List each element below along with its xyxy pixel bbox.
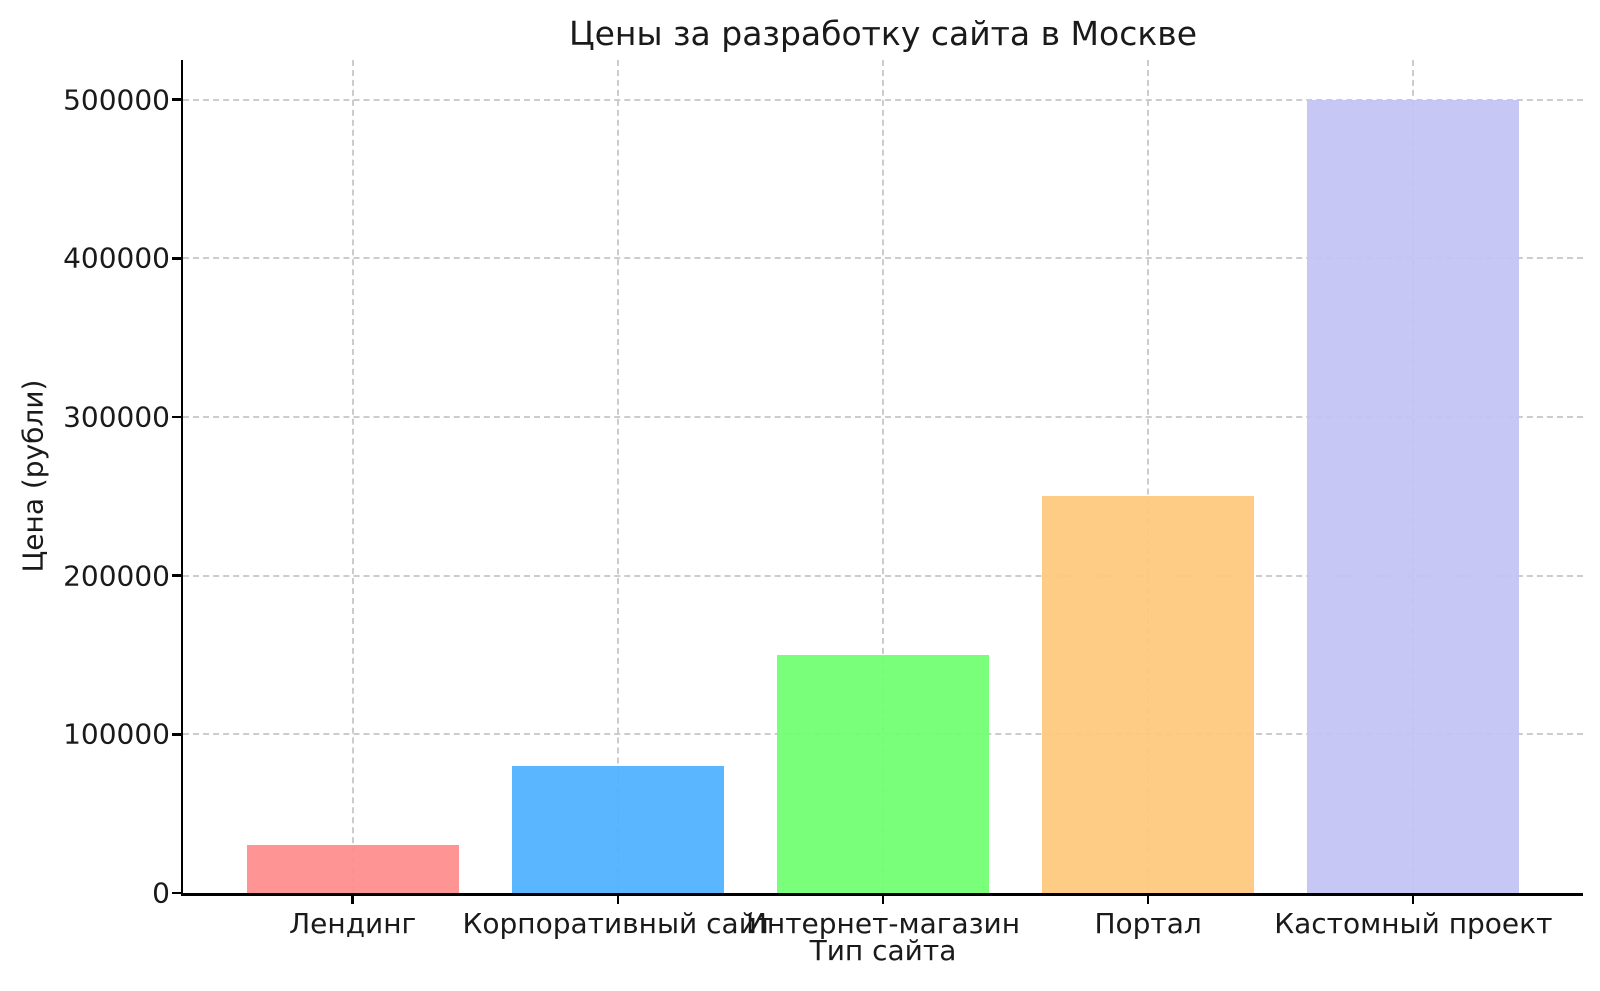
- chart-title: Цены за разработку сайта в Москве: [568, 14, 1198, 53]
- y-tick-label: 100000: [63, 717, 170, 751]
- x-gridline: [351, 60, 354, 893]
- plot-area: 0 100000 200000 300000 400000 500000 Лендинг Ко…: [63, 60, 1583, 940]
- y-tick-mark: [172, 415, 181, 419]
- y-tick-mark: [172, 257, 181, 260]
- y-tick-mark: [172, 574, 181, 577]
- y-tick-label: 200000: [63, 559, 170, 593]
- x-tick-mark: [1146, 895, 1150, 904]
- bar-2: [511, 766, 724, 893]
- x-axis-spine: [180, 893, 1583, 896]
- y-tick-label: 500000: [63, 83, 170, 117]
- y-axis-spine: [180, 60, 183, 896]
- y-tick-mark: [172, 891, 181, 895]
- x-gridline: [882, 60, 884, 893]
- x-tick-label: Портал: [1094, 907, 1202, 940]
- bar-4: [1042, 496, 1255, 893]
- x-tick-mark: [616, 895, 620, 904]
- x-tick-mark: [1412, 895, 1415, 904]
- y-tick-label: 400000: [63, 241, 170, 275]
- y-tick-mark: [172, 733, 181, 736]
- x-tick-label: Корпоративный сайт: [462, 907, 774, 940]
- x-axis-label: Тип сайта: [809, 934, 957, 967]
- y-tick-mark: [172, 98, 181, 101]
- y-tick-label: 300000: [63, 400, 170, 434]
- x-tick-mark: [881, 895, 885, 904]
- x-gridline: [616, 60, 619, 893]
- bar-3: [776, 655, 990, 893]
- x-tick-label: Кастомный проект: [1274, 907, 1553, 940]
- x-gridline: [1147, 60, 1150, 893]
- x-tick-label: Лендинг: [289, 907, 417, 940]
- x-tick-label: Интернет-магазин: [745, 907, 1021, 940]
- bar-1: [246, 845, 459, 893]
- bar-5: [1307, 99, 1520, 893]
- x-tick-mark: [351, 895, 354, 904]
- y-axis-label: Цена (рубли): [16, 379, 50, 573]
- y-tick-label: 0: [152, 876, 170, 910]
